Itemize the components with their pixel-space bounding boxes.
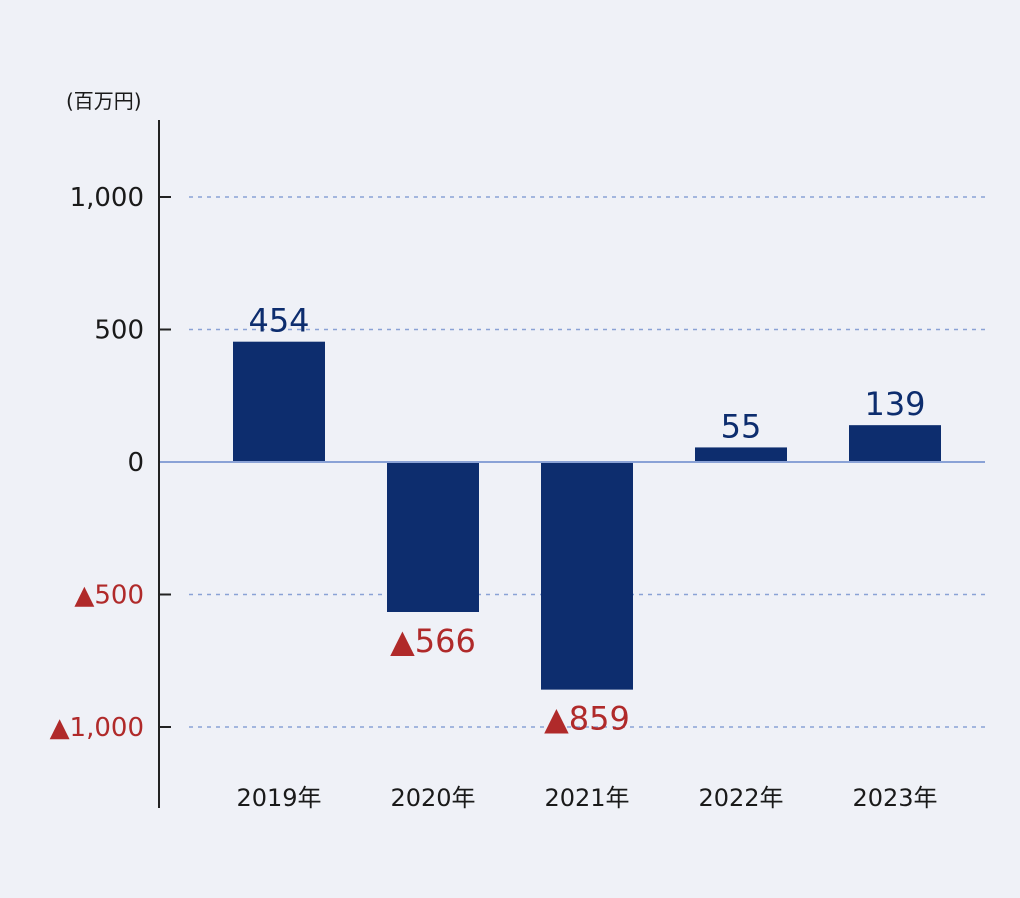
data-label: 454 <box>248 302 309 340</box>
x-category-labels: 2019年 2020年 2021年 2022年 2023年 <box>236 784 937 812</box>
x-category-label: 2022年 <box>698 784 783 812</box>
x-category-label: 2023年 <box>852 784 937 812</box>
x-category-label: 2019年 <box>236 784 321 812</box>
y-tick-label: 500 <box>94 316 144 346</box>
data-label: ▲566 <box>390 622 476 660</box>
y-tick-label: ▲500 <box>74 581 144 611</box>
bars <box>233 341 941 690</box>
bar <box>233 341 325 462</box>
data-label: ▲859 <box>544 700 630 738</box>
y-tick-label: 0 <box>127 448 144 478</box>
y-axis-unit-label: (百万円) <box>66 89 142 113</box>
y-tick-label: 1,000 <box>70 183 144 213</box>
data-label: 139 <box>864 385 925 423</box>
x-category-label: 2021年 <box>544 784 629 812</box>
bar <box>849 425 941 462</box>
y-tick-label: ▲1,000 <box>50 713 144 743</box>
bar <box>387 462 479 612</box>
x-category-label: 2020年 <box>390 784 475 812</box>
data-labels: 454 ▲566 ▲859 55 139 <box>248 302 925 738</box>
bar <box>541 462 633 690</box>
bar <box>695 447 787 462</box>
y-tick-labels: 1,000 500 0 ▲500 ▲1,000 <box>50 183 144 743</box>
data-label: 55 <box>721 407 762 445</box>
